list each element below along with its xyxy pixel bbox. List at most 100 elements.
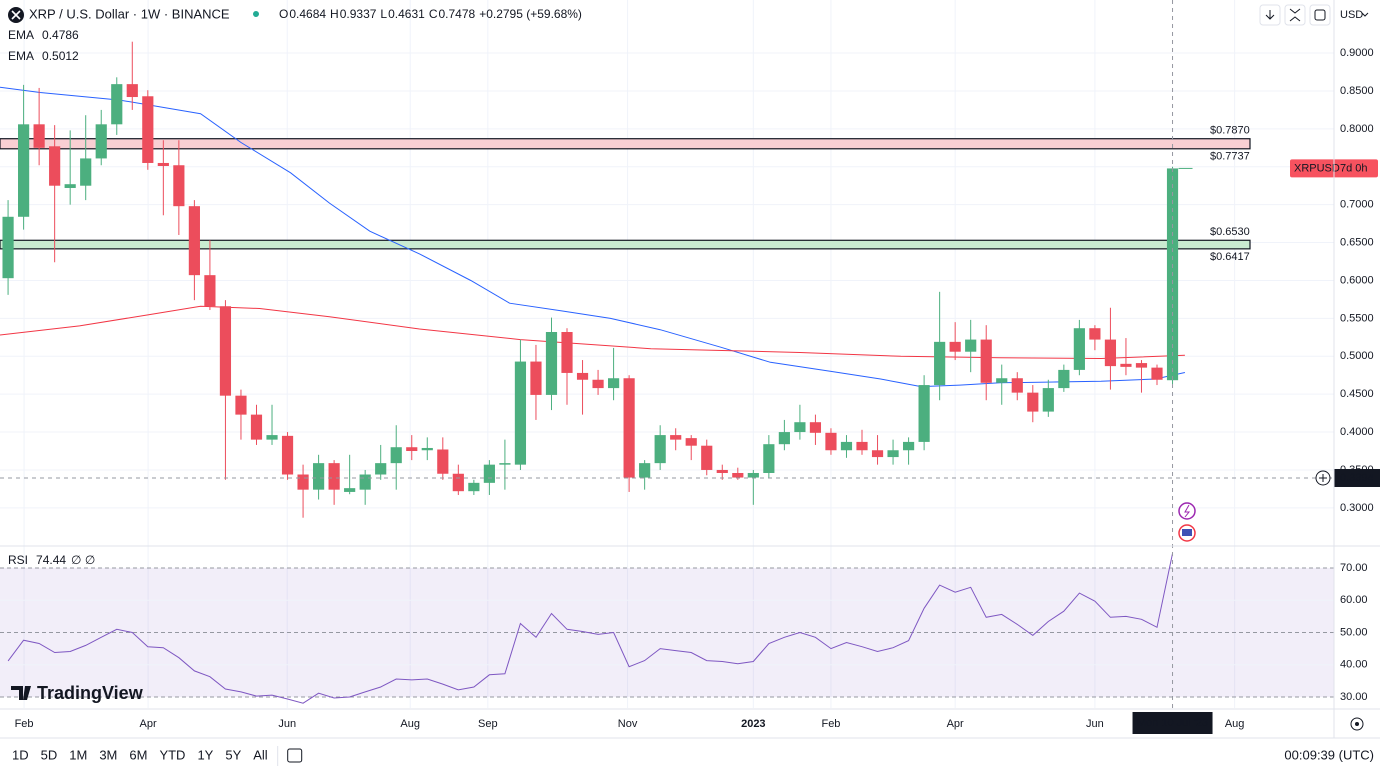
legend-value: 0.4786 xyxy=(42,28,79,42)
legend-name[interactable]: EMA xyxy=(8,28,34,42)
candle-body xyxy=(639,463,651,478)
candle-body xyxy=(685,438,697,446)
crosshair-y-label: 0.3394 xyxy=(1340,472,1374,484)
candle-body xyxy=(747,472,759,478)
range-button[interactable]: 3M xyxy=(99,747,117,762)
ohlc-value: 0.9337 xyxy=(340,7,377,21)
range-button[interactable]: YTD xyxy=(159,747,185,762)
range-button[interactable]: 1Y xyxy=(197,747,213,762)
candle-body xyxy=(33,124,45,148)
crosshair-y-tag xyxy=(1334,468,1380,487)
candle-body xyxy=(934,341,946,386)
candle-body xyxy=(545,332,558,395)
currency[interactable]: USD xyxy=(1340,9,1363,21)
ohlc-value: 0.4684 xyxy=(289,7,326,21)
rsi-tick-label: 50.00 xyxy=(1340,626,1368,638)
candle-body xyxy=(763,444,775,473)
zone-label: $0.6530 xyxy=(1210,226,1250,238)
candle-body xyxy=(313,463,325,490)
price-tag-symbol: XRPUSD xyxy=(1294,162,1340,174)
legend-name[interactable]: EMA xyxy=(8,49,34,63)
y-tick-label: 0.5000 xyxy=(1340,350,1374,362)
symbol-logo-mark xyxy=(11,10,21,20)
candle-body xyxy=(561,332,573,373)
candle-body xyxy=(95,124,107,159)
range-button[interactable]: 5D xyxy=(41,747,58,762)
rsi-name[interactable]: RSI xyxy=(8,553,28,567)
y-tick-label: 0.6000 xyxy=(1340,274,1374,286)
x-tick-label: Sep xyxy=(478,718,498,730)
symbol-title[interactable]: XRP / U.S. Dollar · 1W · BINANCE xyxy=(29,6,230,21)
event-icon[interactable] xyxy=(1178,502,1196,520)
candle-body xyxy=(328,463,340,490)
candle-body xyxy=(111,84,123,125)
candle-body xyxy=(80,158,92,186)
candle-body xyxy=(421,447,433,451)
range-button[interactable]: 1D xyxy=(12,747,29,762)
candle-body xyxy=(965,339,977,352)
y-tick-label: 0.3000 xyxy=(1340,502,1374,514)
candle-body xyxy=(1058,369,1070,389)
ohlc-label: O xyxy=(279,7,288,21)
range-button[interactable]: All xyxy=(253,747,268,762)
x-tick-label: Aug xyxy=(400,718,420,730)
candle-body xyxy=(64,184,76,188)
candle-body xyxy=(406,447,418,452)
candle-body xyxy=(266,435,278,440)
zone-label: $0.6417 xyxy=(1210,251,1250,263)
x-tick-label: Feb xyxy=(821,718,840,730)
clock: 00:09:39 (UTC) xyxy=(1284,747,1374,762)
candle-body xyxy=(297,474,309,490)
icon-collapse xyxy=(1289,8,1301,22)
x-tick-label: Nov xyxy=(618,718,638,730)
crosshair-x-label: Mon 10 Jul '23 xyxy=(1137,717,1208,729)
candle-body xyxy=(514,361,527,465)
date-range-icon[interactable] xyxy=(287,748,303,763)
zone-label: $0.7737 xyxy=(1210,151,1250,163)
icon-caret xyxy=(1361,12,1369,17)
range-button[interactable]: 5Y xyxy=(225,747,241,762)
market-status xyxy=(253,11,259,17)
change: +0.2795 (+59.68%) xyxy=(479,7,582,21)
range-button[interactable]: 6M xyxy=(129,747,147,762)
ohlc-value: 0.7478 xyxy=(438,7,475,21)
rsi-tick-label: 30.00 xyxy=(1340,691,1368,703)
price-tag-countdown: 7d 0h xyxy=(1340,162,1368,174)
y-tick-label: 0.5500 xyxy=(1340,312,1374,324)
settings-icon[interactable] xyxy=(1350,717,1364,731)
candle-body xyxy=(825,432,837,451)
rsi-extra: ∅ ∅ xyxy=(71,553,95,567)
candle-body xyxy=(437,449,449,474)
candle-body xyxy=(235,395,247,415)
candle-body xyxy=(483,464,495,483)
candle-body xyxy=(173,165,185,207)
event-icon-flag xyxy=(1182,529,1192,536)
rsi-tick-label: 70.00 xyxy=(1340,562,1368,574)
rsi-value: 74.44 xyxy=(36,553,66,567)
icon-down xyxy=(1265,10,1275,20)
range-button[interactable]: 1M xyxy=(69,747,87,762)
candle-body xyxy=(390,447,402,464)
candle-body xyxy=(918,385,930,442)
candle-body xyxy=(18,124,30,217)
x-tick-label: Jun xyxy=(278,718,296,730)
candle-body xyxy=(499,463,511,465)
crosshair-x-tag xyxy=(1132,712,1213,734)
rsi-tick-label: 40.00 xyxy=(1340,659,1368,671)
candle-body xyxy=(1089,328,1101,340)
candle-body xyxy=(1104,339,1117,367)
crosshair-plus-mark xyxy=(1319,473,1327,482)
price-zone xyxy=(0,138,1251,150)
x-tick-label: Apr xyxy=(947,718,964,730)
y-tick-label: 0.4000 xyxy=(1340,426,1374,438)
button-collapse[interactable] xyxy=(1284,4,1306,26)
y-tick-label: 0.6500 xyxy=(1340,236,1374,248)
candle-body xyxy=(670,435,682,440)
button-fullscreen[interactable] xyxy=(1309,4,1331,26)
candle-body xyxy=(126,84,138,98)
candle-body xyxy=(592,379,604,389)
y-tick-label: 0.7000 xyxy=(1340,199,1374,211)
candle-body xyxy=(1027,392,1039,412)
candle-body xyxy=(608,378,620,389)
candle-body xyxy=(188,206,200,276)
